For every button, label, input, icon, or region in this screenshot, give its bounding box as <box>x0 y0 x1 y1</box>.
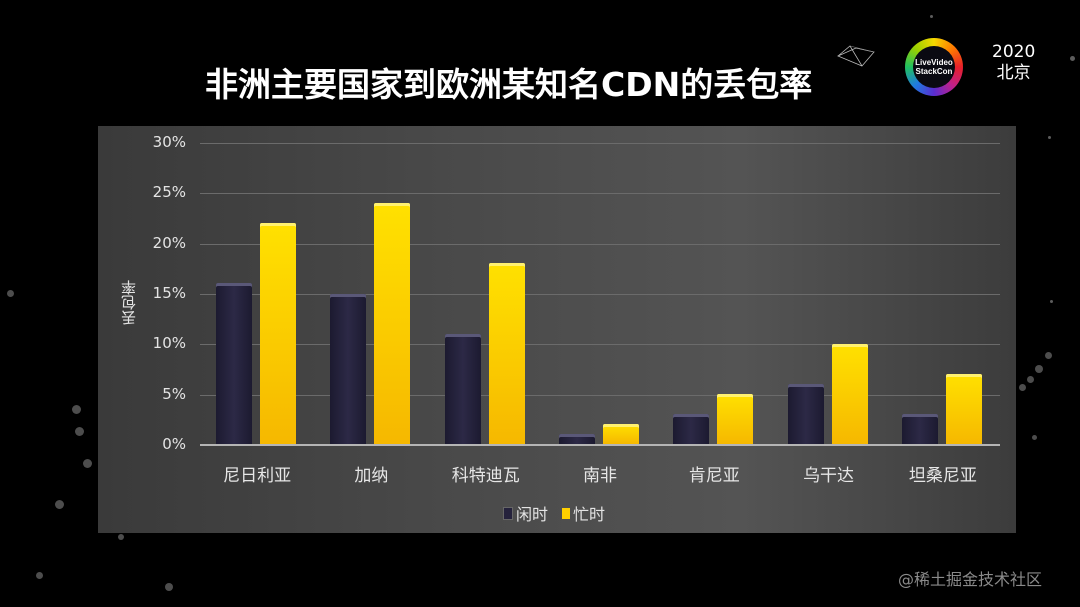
bar-busy <box>831 343 868 444</box>
bar-idle <box>559 433 595 444</box>
y-tick: 10% <box>152 334 186 352</box>
legend-swatch-idle <box>503 506 513 520</box>
y-tick: 5% <box>162 385 186 403</box>
bar-idle <box>787 383 824 444</box>
bar-idle <box>216 283 253 444</box>
bar-idle <box>901 413 938 444</box>
x-category-label: 乌干达 <box>803 466 855 486</box>
livevideostackcon-logo-icon: LiveVideo StackCon <box>905 38 963 96</box>
logo-line2: StackCon <box>915 67 953 76</box>
x-category-label: 加纳 <box>354 466 389 486</box>
x-category-label: 尼日利亚 <box>223 466 292 486</box>
x-category-label: 肯尼亚 <box>688 466 740 486</box>
y-tick: 0% <box>162 435 186 453</box>
x-axis-line <box>200 444 1000 446</box>
event-year: 2020 <box>992 42 1036 62</box>
wireframe-decoration-icon <box>836 45 875 67</box>
y-tick: 15% <box>152 284 186 302</box>
bar-busy <box>488 263 525 444</box>
bar-idle <box>444 333 481 444</box>
bar-idle <box>330 293 367 444</box>
event-info: 2020 北京 <box>992 42 1035 84</box>
bar-busy <box>260 223 297 444</box>
bar-busy <box>717 393 754 444</box>
watermark: @稀土掘金技术社区 <box>898 570 1043 589</box>
chart-legend: 闲时 忙时 <box>503 501 605 525</box>
bar-busy <box>603 423 639 444</box>
x-category-label: 科特迪瓦 <box>451 466 520 486</box>
y-tick: 25% <box>152 183 186 201</box>
x-category-label: 南非 <box>583 466 617 486</box>
slide-title: 非洲主要国家到欧洲某知名CDN的丢包率 <box>205 65 813 104</box>
logo-line1: LiveVideo <box>915 58 953 67</box>
bar-busy <box>374 203 411 444</box>
bar-busy <box>945 373 982 444</box>
legend-swatch-busy <box>562 507 571 519</box>
legend-label-busy: 忙时 <box>573 505 606 524</box>
event-city: 北京 <box>996 63 1031 83</box>
y-tick: 20% <box>152 234 186 252</box>
legend-label-idle: 闲时 <box>516 505 549 524</box>
bar-idle <box>673 413 710 444</box>
y-axis-label: 丢包率 <box>120 280 138 325</box>
x-category-label: 坦桑尼亚 <box>908 466 977 486</box>
y-tick: 30% <box>152 133 186 151</box>
